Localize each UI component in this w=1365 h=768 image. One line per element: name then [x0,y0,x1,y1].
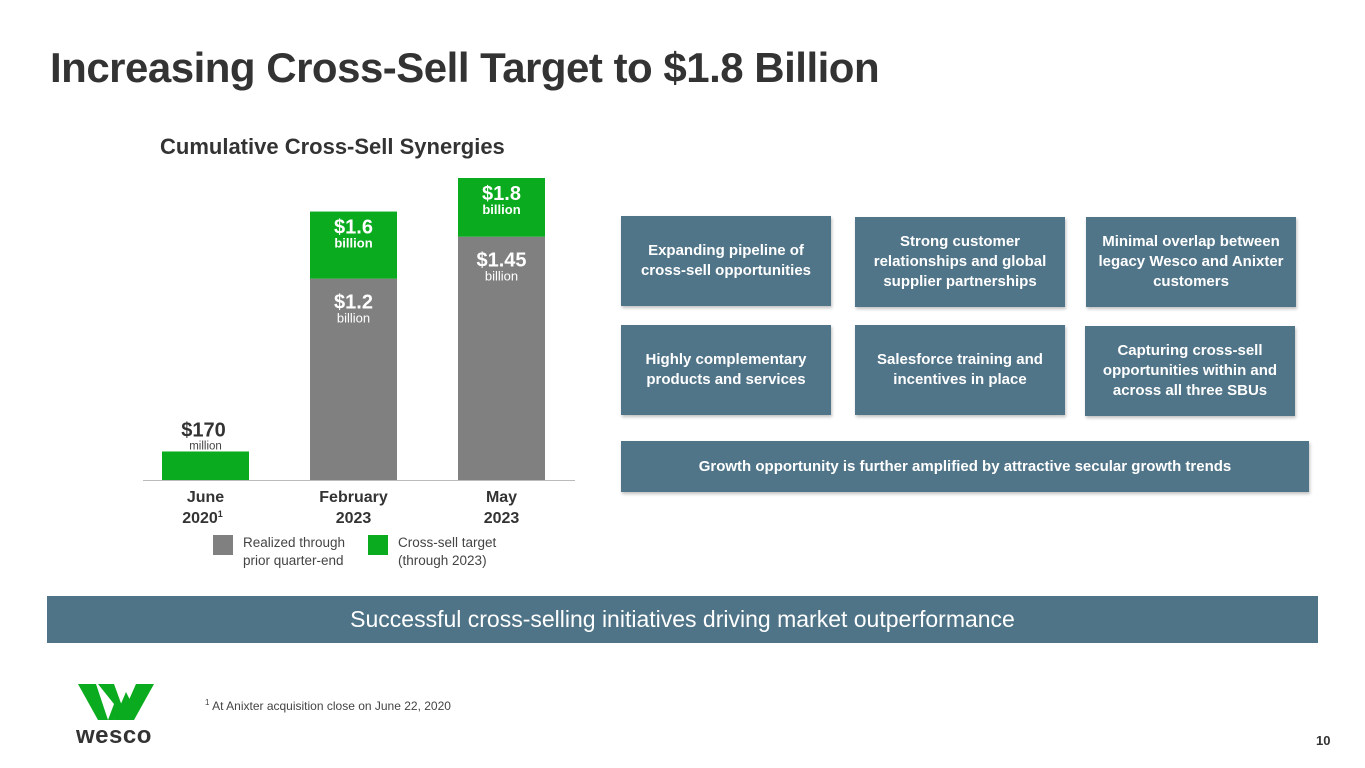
box-expanding-pipeline: Expanding pipeline of cross-sell opportu… [621,216,831,306]
logo-text: wesco [76,722,152,749]
growth-opportunity-box: Growth opportunity is further amplified … [621,441,1309,492]
x-tick-label-2: May [486,489,517,506]
data-label-realized-2: $1.45 [476,250,526,272]
legend-realized: Realized through prior quarter-end [213,534,363,570]
x-tick-label-0: June [187,489,224,506]
legend-realized-swatch [213,535,233,555]
footnote: 1 At Anixter acquisition close on June 2… [205,698,451,713]
box-salesforce-training: Salesforce training and incentives in pl… [855,325,1065,415]
chart-title: Cumulative Cross-Sell Synergies [160,134,505,159]
box-minimal-overlap: Minimal overlap between legacy Wesco and… [1086,217,1296,307]
footnote-mark: 1 [205,698,210,707]
data-label-realized-unit-1: billion [337,311,370,326]
bar-realized-2 [458,236,545,480]
data-label-total-1: $1.6 [334,217,373,239]
footnote-text: At Anixter acquisition close on June 22,… [209,699,451,713]
legend-realized-label: Realized through prior quarter-end [243,535,346,568]
x-tick-label-year-0: 20201 [182,509,223,527]
legend-target-label: Cross-sell target (through 2023) [398,535,497,568]
data-label-realized-unit-2: billion [485,269,518,284]
bar-target-1 [310,211,397,279]
data-label-total-unit-2: billion [482,202,520,217]
bar-target-0 [162,451,249,480]
bar-realized-1 [310,278,397,480]
page-number: 10 [1316,733,1331,748]
x-tick-label-year-2: 2023 [484,510,520,527]
legend-target: Cross-sell target (through 2023) [368,534,518,570]
bottom-banner: Successful cross-selling initiatives dri… [47,596,1318,643]
cross-sell-bar-chart: $170millionJune20201$1.2billion$1.6billi… [143,178,575,527]
wesco-logo-icon [78,684,154,720]
box-complementary-products: Highly complementary products and servic… [621,325,831,415]
legend-target-swatch [368,535,388,555]
data-label-total-0: $170 [181,419,226,441]
data-label-total-2: $1.8 [482,183,521,205]
box-capturing-sbus: Capturing cross-sell opportunities withi… [1085,326,1295,416]
bar-target-2 [458,178,545,237]
x-tick-label-year-1: 2023 [336,510,372,527]
data-label-total-unit-0: million [189,440,222,452]
page-title: Increasing Cross-Sell Target to $1.8 Bil… [50,44,880,91]
box-strong-relationships: Strong customer relationships and global… [855,217,1065,307]
x-tick-label-1: February [319,489,388,506]
data-label-realized-1: $1.2 [334,292,373,314]
x-tick-footnote-mark-0: 1 [218,509,223,519]
data-label-total-unit-1: billion [334,236,372,251]
